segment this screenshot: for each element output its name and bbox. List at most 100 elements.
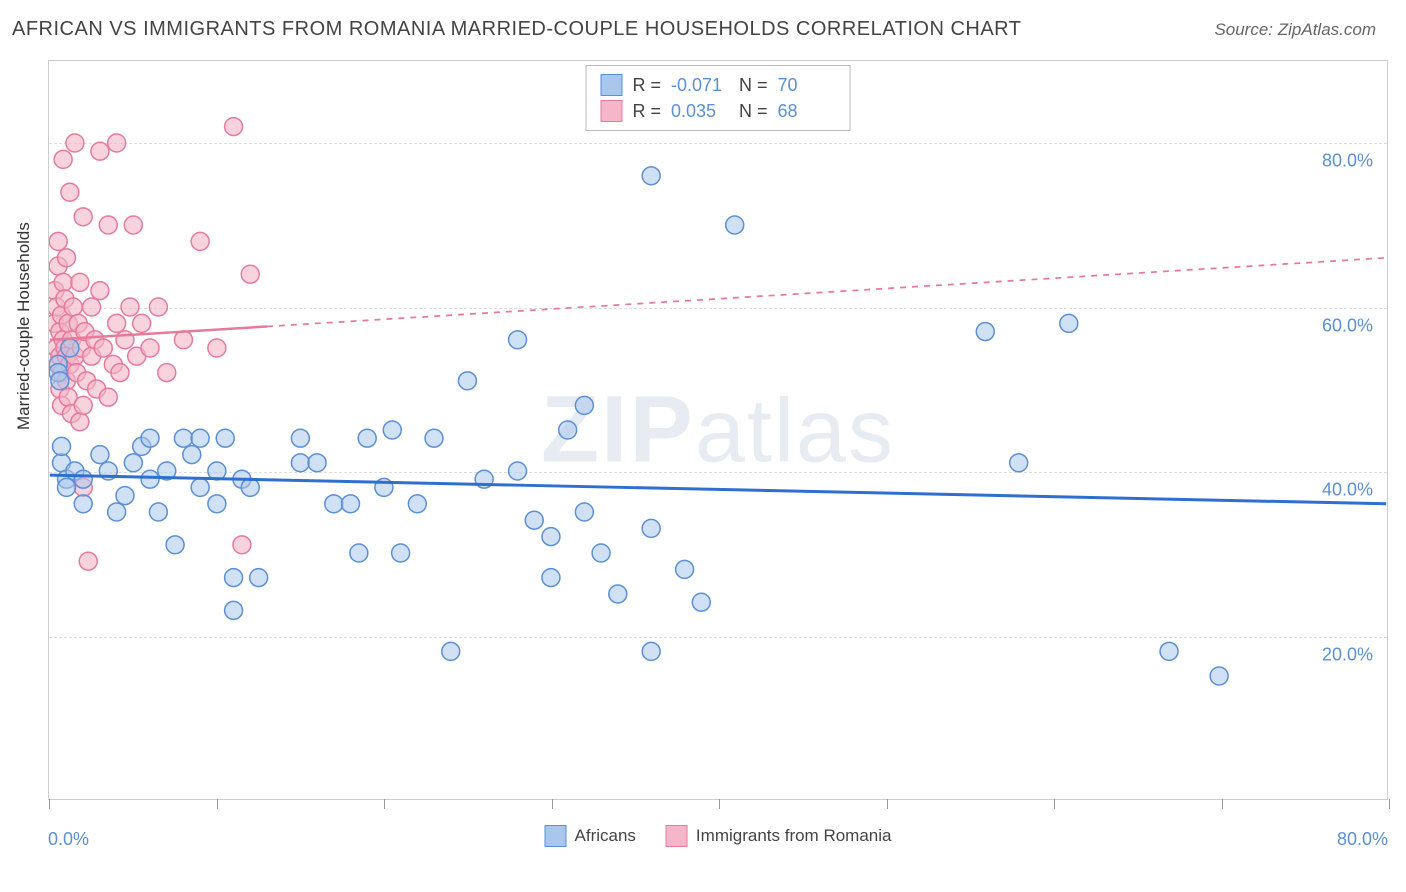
data-point	[54, 150, 72, 168]
data-point	[158, 364, 176, 382]
chart-source: Source: ZipAtlas.com	[1214, 20, 1376, 40]
x-tick	[719, 799, 720, 809]
swatch-series2	[600, 100, 622, 122]
data-point	[166, 536, 184, 554]
data-point	[442, 642, 460, 660]
data-point	[383, 421, 401, 439]
data-point	[49, 232, 67, 250]
data-point	[54, 273, 72, 291]
data-point	[174, 429, 192, 447]
data-point	[575, 503, 593, 521]
data-point	[250, 569, 268, 587]
data-point	[99, 388, 117, 406]
stats-r-label: R =	[632, 101, 661, 122]
data-point	[99, 216, 117, 234]
data-point	[1210, 667, 1228, 685]
legend-item-africans: Africans	[545, 825, 636, 847]
stats-legend-box: R = -0.071 N = 70 R = 0.035 N = 68	[585, 65, 850, 131]
data-point	[425, 429, 443, 447]
data-point	[241, 265, 259, 283]
data-point	[509, 331, 527, 349]
data-point	[325, 495, 343, 513]
data-point	[108, 503, 126, 521]
data-point	[1060, 314, 1078, 332]
data-point	[542, 528, 560, 546]
data-point	[225, 118, 243, 136]
data-point	[83, 298, 101, 316]
data-point	[66, 134, 84, 152]
y-axis-label: Married-couple Households	[14, 222, 34, 430]
data-point	[116, 487, 134, 505]
stats-n-label: N =	[739, 101, 768, 122]
data-point	[51, 372, 69, 390]
data-point	[559, 421, 577, 439]
data-point	[216, 429, 234, 447]
x-tick	[217, 799, 218, 809]
x-tick	[1054, 799, 1055, 809]
data-point	[692, 593, 710, 611]
data-point	[58, 478, 76, 496]
data-point	[241, 478, 259, 496]
data-point	[1010, 454, 1028, 472]
data-point	[121, 298, 139, 316]
plot-frame: ZIPatlas 20.0%40.0%60.0%80.0% R = -0.071…	[48, 60, 1388, 800]
x-tick	[887, 799, 888, 809]
data-point	[225, 569, 243, 587]
x-tick	[1222, 799, 1223, 809]
swatch-series1	[600, 74, 622, 96]
data-point	[342, 495, 360, 513]
data-point	[74, 208, 92, 226]
data-point	[74, 495, 92, 513]
data-point	[108, 134, 126, 152]
data-point	[141, 339, 159, 357]
data-point	[308, 454, 326, 472]
data-point	[350, 544, 368, 562]
legend-label-romania: Immigrants from Romania	[696, 826, 892, 846]
data-point	[458, 372, 476, 390]
data-point	[61, 339, 79, 357]
x-tick	[1389, 799, 1390, 809]
data-point	[676, 560, 694, 578]
data-point	[74, 470, 92, 488]
data-point	[1160, 642, 1178, 660]
data-point	[291, 454, 309, 472]
data-point	[91, 446, 109, 464]
data-point	[64, 298, 82, 316]
data-point	[61, 183, 79, 201]
stats-n-value-1: 70	[778, 75, 836, 96]
swatch-romania	[666, 825, 688, 847]
data-point	[291, 429, 309, 447]
x-tick	[552, 799, 553, 809]
data-point	[94, 339, 112, 357]
data-point	[141, 429, 159, 447]
data-point	[642, 519, 660, 537]
stats-row-series1: R = -0.071 N = 70	[600, 72, 835, 98]
data-point	[542, 569, 560, 587]
chart-header: AFRICAN VS IMMIGRANTS FROM ROMANIA MARRI…	[0, 0, 1406, 51]
data-point	[71, 273, 89, 291]
data-point	[191, 429, 209, 447]
data-point	[58, 249, 76, 267]
data-point	[116, 331, 134, 349]
data-point	[141, 470, 159, 488]
data-point	[191, 232, 209, 250]
x-axis-row: 0.0% Africans Immigrants from Romania 80…	[48, 815, 1388, 855]
data-point	[124, 216, 142, 234]
data-point	[111, 364, 129, 382]
data-point	[358, 429, 376, 447]
data-point	[191, 478, 209, 496]
data-point	[525, 511, 543, 529]
data-point	[108, 314, 126, 332]
data-point	[225, 601, 243, 619]
x-tick	[49, 799, 50, 809]
chart-title: AFRICAN VS IMMIGRANTS FROM ROMANIA MARRI…	[12, 18, 1021, 41]
data-point	[74, 396, 92, 414]
data-point	[592, 544, 610, 562]
data-point	[233, 536, 251, 554]
data-point	[149, 298, 167, 316]
scatter-plot-svg	[49, 61, 1387, 799]
x-axis-right-label: 80.0%	[1337, 829, 1388, 850]
legend-item-romania: Immigrants from Romania	[666, 825, 892, 847]
data-point	[133, 314, 151, 332]
x-tick	[384, 799, 385, 809]
